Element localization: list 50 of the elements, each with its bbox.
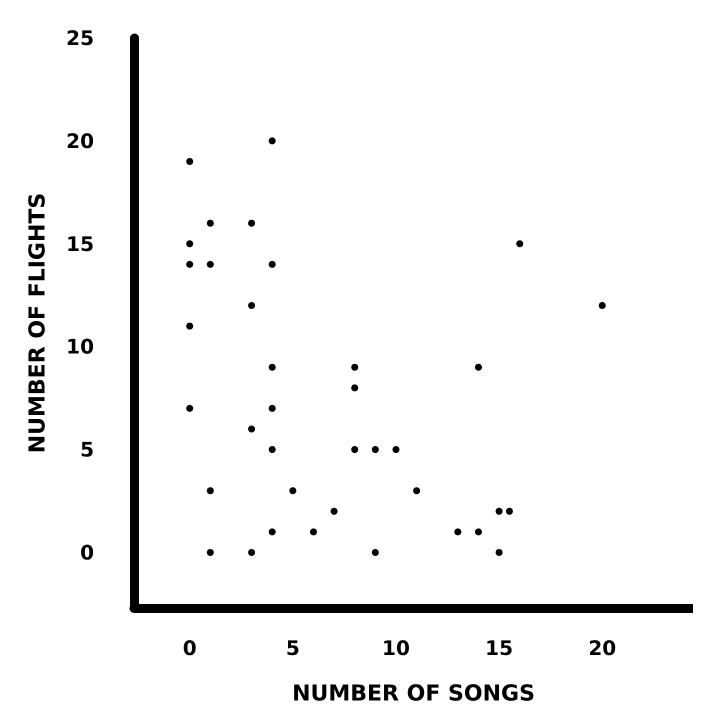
y-tick-label: 10 bbox=[66, 334, 94, 359]
point bbox=[206, 548, 214, 556]
point bbox=[598, 302, 606, 310]
y-tick-label: 5 bbox=[80, 438, 94, 462]
point bbox=[474, 364, 482, 371]
point bbox=[268, 137, 276, 144]
y-tick-label: 20 bbox=[66, 128, 94, 153]
point bbox=[516, 240, 524, 248]
point bbox=[330, 508, 338, 515]
point bbox=[248, 548, 256, 556]
point bbox=[392, 446, 400, 454]
point bbox=[496, 508, 503, 515]
x-tick-label: 20 bbox=[588, 636, 616, 660]
point bbox=[268, 528, 276, 536]
point bbox=[248, 425, 256, 432]
y-tick-label: 0 bbox=[80, 540, 94, 564]
x-tick-label: 0 bbox=[182, 636, 197, 660]
point bbox=[372, 548, 379, 556]
point bbox=[454, 528, 462, 536]
x-tick-label: 15 bbox=[485, 636, 514, 660]
y-axis-title: NUMBER OF FLIGHTS bbox=[26, 192, 50, 454]
point bbox=[506, 508, 513, 515]
x-axis-title: NUMBER OF SONGS bbox=[292, 682, 535, 706]
point bbox=[248, 220, 256, 227]
point bbox=[186, 158, 194, 165]
point bbox=[268, 364, 276, 371]
point bbox=[248, 302, 256, 310]
point bbox=[310, 528, 317, 536]
y-tick-label: 25 bbox=[66, 26, 94, 50]
point bbox=[372, 446, 379, 454]
y-tick-label: 15 bbox=[66, 232, 94, 256]
point bbox=[186, 322, 194, 330]
point bbox=[268, 404, 276, 412]
point bbox=[351, 446, 358, 454]
point bbox=[206, 487, 214, 494]
point bbox=[186, 404, 194, 412]
point bbox=[351, 384, 358, 392]
point bbox=[268, 260, 276, 268]
point bbox=[474, 528, 482, 536]
x-tick-label: 5 bbox=[286, 636, 300, 660]
point bbox=[186, 240, 194, 248]
point bbox=[289, 487, 296, 494]
point bbox=[206, 220, 214, 227]
x-tick-label: 10 bbox=[382, 636, 410, 660]
point bbox=[268, 446, 276, 454]
point bbox=[206, 260, 214, 268]
point bbox=[496, 548, 503, 556]
point bbox=[351, 364, 358, 371]
point bbox=[186, 260, 194, 268]
point bbox=[413, 487, 420, 494]
